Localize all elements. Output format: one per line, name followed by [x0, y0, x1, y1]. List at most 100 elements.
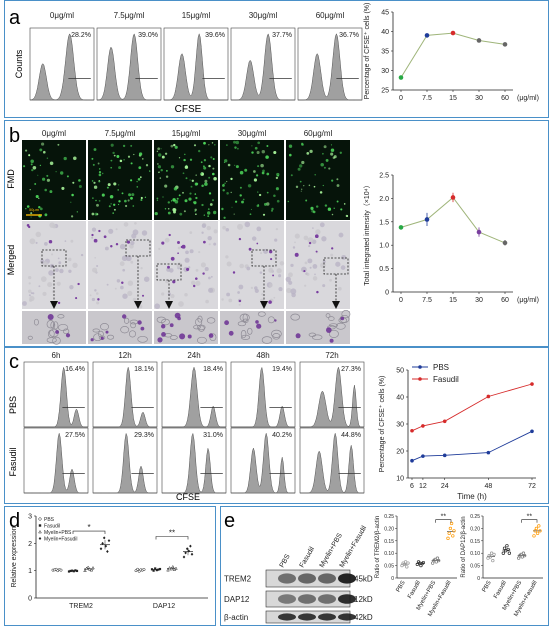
histogram-curve — [93, 432, 157, 494]
x-tick-label: 12 — [419, 483, 427, 490]
y-tick-label: 0 — [477, 576, 480, 582]
a-dose-label: 60μg/ml — [316, 11, 345, 20]
a-dose-label: 15μg/ml — [182, 11, 211, 20]
significance-bracket — [72, 530, 106, 535]
merged-image — [22, 221, 86, 309]
c-row-pbs: PBS — [8, 396, 18, 414]
data-point — [189, 544, 192, 548]
fmd-image — [286, 140, 350, 220]
y-tick-label: 0.5 — [379, 266, 389, 273]
y-axis-label: Ratio of DAP12/β-actin — [461, 516, 467, 577]
lane-label: Myelin+Fasudil — [339, 525, 369, 569]
fmd-image — [88, 140, 152, 220]
data-point — [520, 555, 524, 559]
b-row-merged: Merged — [6, 245, 16, 276]
legend-label: PBS — [433, 363, 449, 372]
data-point — [107, 539, 111, 543]
data-point — [489, 551, 494, 555]
histogram-curve — [300, 366, 364, 428]
c-time-label: 6h — [52, 351, 61, 360]
y-tick-label: 1.5 — [379, 219, 389, 226]
legend-label: Myelin+PBS — [44, 530, 72, 536]
y-tick-label: 0 — [28, 596, 32, 603]
data-point — [400, 563, 404, 568]
gate-percent: 44.8% — [341, 432, 361, 439]
protein-label: DAP12 — [224, 595, 250, 604]
significance-mark: * — [87, 523, 90, 532]
zoom-image — [220, 311, 284, 344]
blot-band — [278, 594, 296, 604]
data-point — [507, 551, 511, 555]
data-point — [182, 555, 186, 559]
data-point — [106, 550, 109, 554]
zoom-image — [154, 311, 218, 344]
data-point — [415, 562, 419, 567]
significance-bracket — [521, 519, 538, 523]
blot-band — [338, 573, 356, 584]
histogram-curve — [164, 32, 228, 101]
c-fasudil-histogram: 31.0% — [161, 427, 227, 494]
c-xlabel: CFSE — [176, 492, 200, 502]
data-point — [406, 561, 410, 565]
blot-band — [338, 613, 356, 621]
data-point — [437, 558, 441, 563]
b-dose-label: 7.5μg/ml — [105, 129, 136, 138]
data-point — [492, 552, 496, 557]
panel-c-letter: c — [9, 351, 19, 373]
histogram-curve — [231, 33, 295, 101]
data-point — [421, 454, 425, 458]
data-point — [136, 567, 140, 571]
x-tick-label: 15 — [449, 95, 457, 102]
legend-label: Myelin+Fasudil — [44, 537, 78, 543]
c-fasudil-histogram: 27.5% — [23, 427, 89, 494]
data-point — [158, 567, 162, 571]
data-point — [410, 428, 414, 433]
c-pbs-histogram: 18.1% — [92, 361, 158, 428]
data-point — [532, 534, 536, 538]
data-point — [155, 569, 158, 572]
data-point — [535, 531, 540, 536]
b-row-fmd: FMD — [6, 169, 16, 189]
fmd-image: 50μm — [22, 140, 86, 220]
blot-band — [298, 573, 316, 584]
data-point — [505, 544, 509, 548]
histogram-curve — [162, 366, 226, 428]
data-point — [104, 544, 108, 548]
y-tick-label: 50 — [396, 368, 404, 375]
lane-label: PBS — [279, 553, 292, 569]
data-point — [88, 567, 92, 571]
data-point — [421, 424, 425, 428]
y-tick-label: 0.15 — [384, 539, 394, 545]
gate-percent: 18.1% — [134, 366, 154, 373]
data-point — [421, 560, 425, 565]
y-tick-label: 0.25 — [470, 514, 480, 520]
data-point — [184, 551, 187, 555]
y-tick-label: 3 — [28, 514, 32, 521]
histogram-curve — [298, 33, 362, 101]
data-point — [486, 394, 491, 399]
data-point — [523, 554, 527, 558]
data-point — [91, 566, 95, 570]
data-point — [167, 566, 172, 570]
gate-percent: 37.7% — [272, 32, 292, 39]
scale-label: 50μm — [29, 207, 40, 212]
a-dose-label: 0μg/ml — [50, 11, 74, 20]
y-tick-label: 2 — [28, 541, 32, 548]
x-tick-label: 60 — [501, 297, 509, 304]
data-point — [101, 541, 104, 545]
merged-image — [154, 221, 218, 310]
c-pbs-histogram: 19.4% — [230, 361, 296, 428]
panel-b-frame — [4, 120, 549, 347]
x-unit: (μg/ml) — [517, 95, 539, 102]
protein-label: β-actin — [224, 613, 248, 622]
data-point — [501, 551, 505, 555]
blot-band — [338, 594, 356, 604]
category-label: PBS — [396, 580, 407, 593]
category-label: PBS — [482, 580, 493, 593]
blot-band — [298, 594, 316, 604]
b-dose-label: 30μg/ml — [238, 129, 267, 138]
y-tick-label: 45 — [381, 10, 389, 17]
data-point — [67, 570, 71, 573]
gate-percent: 39.6% — [205, 32, 225, 39]
b-dose-label: 15μg/ml — [172, 129, 201, 138]
